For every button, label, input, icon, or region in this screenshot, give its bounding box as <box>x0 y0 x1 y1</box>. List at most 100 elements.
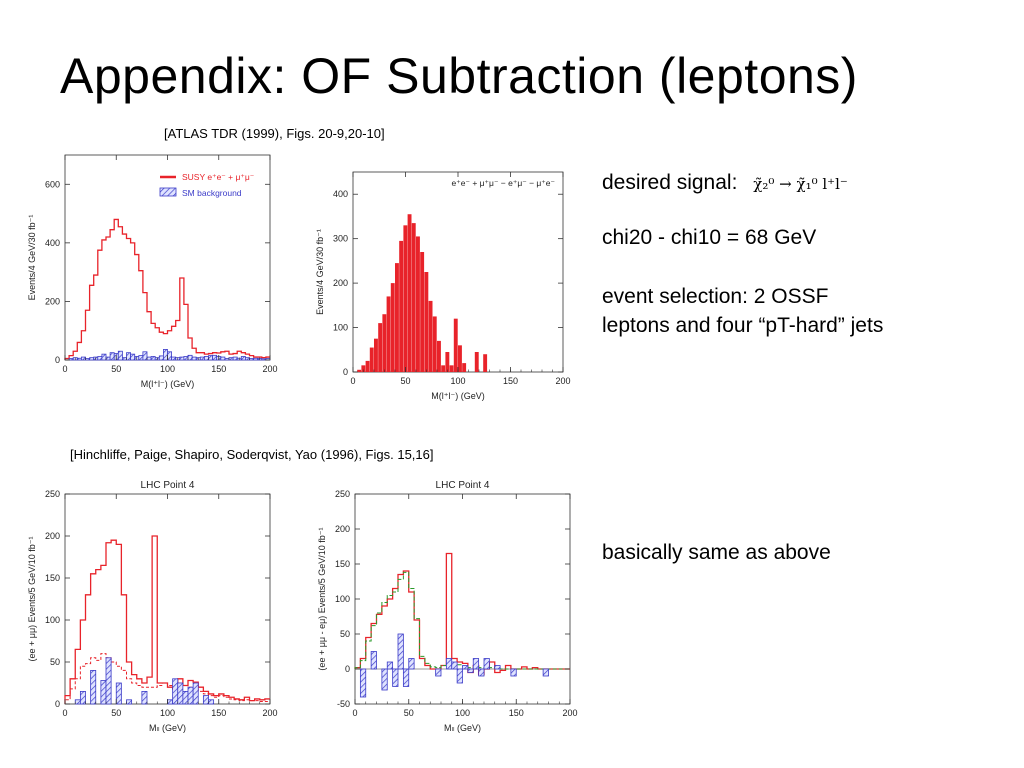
bar <box>361 365 366 372</box>
y-tick-label: -50 <box>337 699 350 709</box>
background-bar <box>85 358 90 361</box>
y-axis-label: (ee + μμ - eμ) Events/5 GeV/10 fb⁻¹ <box>317 527 327 670</box>
x-tick-label: 0 <box>62 364 67 374</box>
legend-label-sm: SM background <box>182 188 242 198</box>
background-bar <box>249 358 254 361</box>
background-bar <box>220 356 226 361</box>
x-tick-label: 150 <box>503 376 518 386</box>
bar <box>399 240 404 372</box>
y-tick-label: 0 <box>55 699 60 709</box>
background-bar <box>359 668 367 698</box>
legend-label-susy: SUSY e⁺e⁻ + μ⁺μ⁻ <box>182 172 255 182</box>
signal-line: desired signal: χ̃₂⁰ → χ̃₁⁰ l⁺l⁻ <box>602 168 848 199</box>
atlas-of-subtracted-histogram: 0 50 100 150 200 0 100 200 300 400 M(l⁺l⁻) (GeV) Ev… <box>315 171 571 401</box>
background-bar <box>456 668 463 684</box>
background-bar <box>402 668 410 687</box>
x-tick-label: 0 <box>62 708 67 718</box>
background-bar <box>472 658 480 670</box>
background-bar <box>208 699 215 705</box>
bar <box>428 300 433 372</box>
background-bar <box>187 686 194 705</box>
y-tick-label: 0 <box>345 664 350 674</box>
bar <box>474 352 479 372</box>
signal-formula: χ̃₂⁰ → χ̃₁⁰ l⁺l⁻ <box>753 175 848 193</box>
y-tick-label: 100 <box>45 615 60 625</box>
x-tick-label: 150 <box>509 708 524 718</box>
background-bar <box>97 356 103 361</box>
x-tick-label: 150 <box>211 364 226 374</box>
bar <box>357 369 362 372</box>
background-bar <box>142 351 148 361</box>
atlas-susy-mll-histogram: 0 50 100 150 200 0 200 400 600 M(l⁺l⁻) (GeV) Event… <box>27 154 278 389</box>
background-bar <box>224 358 230 361</box>
background-bar <box>462 665 469 670</box>
lhc-point4-mll-histogram: 0 50 100 150 200 0 50 100 150 200 250 Mₗₗ (GeV) (ee … <box>27 480 278 733</box>
selection-line-2: leptons and four “pT-hard” jets <box>602 314 884 337</box>
background-bar <box>105 657 112 705</box>
bar <box>378 323 383 372</box>
y-axis-label: (ee + μμ) Events/5 GeV/10 fb⁻¹ <box>27 537 37 662</box>
background-bar <box>167 351 172 361</box>
background-bar <box>408 658 415 670</box>
background-bar <box>162 349 168 361</box>
background-bar <box>192 682 199 705</box>
x-tick-label: 100 <box>160 708 175 718</box>
background-bar <box>81 356 86 361</box>
legend-swatch-sm <box>159 187 177 197</box>
bar <box>407 214 412 372</box>
bar <box>416 236 420 372</box>
background-bar <box>232 356 238 361</box>
selection-line-1: event selection: 2 OSSF <box>602 285 829 308</box>
background-bar <box>187 354 193 361</box>
y-tick-label: 0 <box>343 367 348 377</box>
x-tick-label: 50 <box>111 708 121 718</box>
background-bar <box>138 355 144 361</box>
x-tick-label: 50 <box>400 376 410 386</box>
bar <box>390 283 395 372</box>
x-axis-label: M(l⁺l⁻) (GeV) <box>431 391 485 401</box>
x-axis-label: M(l⁺l⁻) (GeV) <box>141 379 195 389</box>
background-bar <box>253 357 259 361</box>
y-tick-label: 300 <box>333 234 348 244</box>
series-line <box>354 552 570 676</box>
background-bar <box>122 357 127 361</box>
y-axis-label: Events/4 GeV/30 fb⁻¹ <box>315 229 325 315</box>
y-tick-label: 400 <box>45 238 60 248</box>
bar <box>369 347 374 372</box>
event-selection: event selection: 2 OSSF leptons and four… <box>602 282 883 340</box>
series-line <box>354 571 570 670</box>
bar <box>374 338 378 372</box>
background-bar <box>208 355 213 361</box>
background-bar <box>130 353 136 361</box>
background-bar <box>79 690 86 705</box>
background-bar <box>494 665 501 670</box>
bar <box>420 252 425 372</box>
citation-hinchliffe: [Hinchliffe, Paige, Shapiro, Soderqvist,… <box>70 447 434 462</box>
x-tick-label: 50 <box>404 708 414 718</box>
y-tick-label: 150 <box>45 573 60 583</box>
background-bar <box>182 690 189 705</box>
chart-title: LHC Point 4 <box>436 480 490 491</box>
background-bar <box>445 658 453 670</box>
background-bar <box>158 355 164 361</box>
bar <box>403 225 408 372</box>
background-bar <box>435 668 442 677</box>
y-tick-label: 0 <box>55 355 60 365</box>
background-bar <box>244 357 250 361</box>
background-bar <box>397 633 404 670</box>
bar <box>411 223 416 372</box>
y-tick-label: 100 <box>333 323 348 333</box>
x-axis-label: Mₗₗ (GeV) <box>444 723 481 733</box>
background-bar <box>171 356 177 361</box>
mass-difference: chi20 - chi10 = 68 GeV <box>602 226 817 249</box>
x-tick-label: 200 <box>562 708 577 718</box>
x-tick-label: 100 <box>455 708 470 718</box>
background-bar <box>101 353 107 361</box>
background-bar <box>199 356 205 361</box>
bar <box>445 352 450 372</box>
background-bar <box>467 668 474 673</box>
x-tick-label: 100 <box>160 364 175 374</box>
x-tick-label: 200 <box>262 364 277 374</box>
bar <box>386 296 391 372</box>
note-same-as-above: basically same as above <box>602 541 831 564</box>
